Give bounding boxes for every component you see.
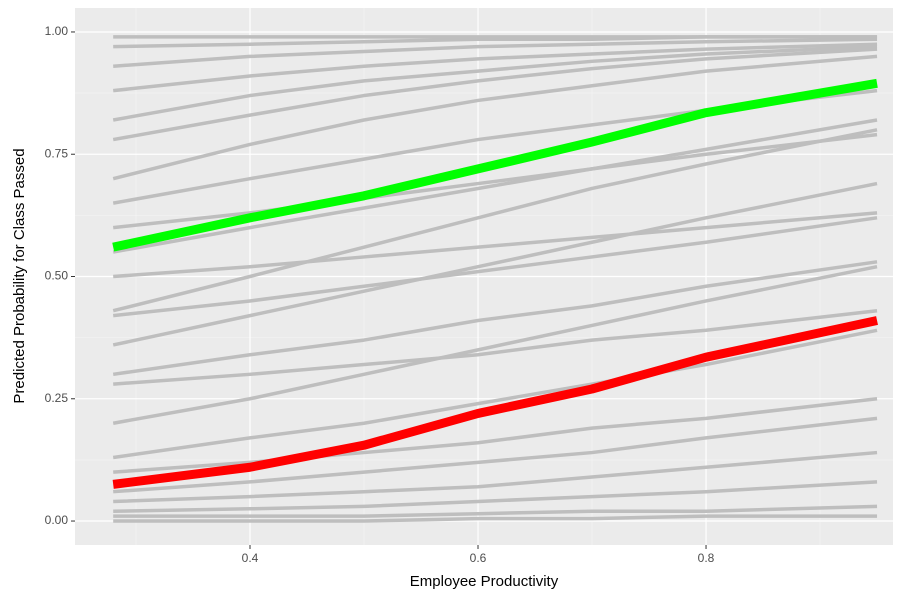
series-line: [112, 44, 878, 122]
series-line: [113, 504, 878, 518]
series-line: [113, 37, 878, 68]
series-line: [113, 308, 878, 386]
series-line: [113, 480, 878, 514]
y-axis-title: Predicted Probability for Class Passed: [11, 148, 28, 403]
series-line: [112, 260, 878, 377]
y-tick-label: 0.75: [45, 146, 69, 160]
x-axis-title: Employee Productivity: [410, 573, 559, 590]
x-tick-label: 0.8: [698, 551, 715, 565]
x-tick-label: 0.4: [242, 551, 259, 565]
x-tick-label: 0.6: [470, 551, 487, 565]
grid: [75, 8, 893, 545]
series-line: [112, 328, 878, 460]
series-line: [113, 397, 878, 474]
series-line: [113, 132, 878, 230]
series-line: [113, 514, 878, 523]
series-line: [112, 181, 878, 347]
series-line: [112, 128, 878, 313]
series-line: [112, 118, 878, 254]
series-line: [112, 316, 878, 489]
series-line: [112, 54, 878, 181]
series-line: [112, 47, 878, 142]
series-line: [113, 216, 878, 318]
series-line: [113, 42, 878, 93]
y-tick-label: 1.00: [45, 24, 69, 38]
series-line: [112, 265, 878, 425]
y-tick-label: 0.25: [45, 391, 69, 405]
y-tick-label: 0.00: [45, 513, 69, 527]
series-line: [113, 211, 878, 279]
lines: [112, 35, 878, 523]
series-line: [113, 35, 878, 49]
series-line: [113, 450, 878, 504]
axes: 0.4 0.6 0.8 0.00 0.25 0.50 0.75 1.00: [45, 24, 715, 565]
y-tick-label: 0.50: [45, 269, 69, 283]
series-line: [113, 416, 878, 494]
series-line: [112, 78, 878, 252]
